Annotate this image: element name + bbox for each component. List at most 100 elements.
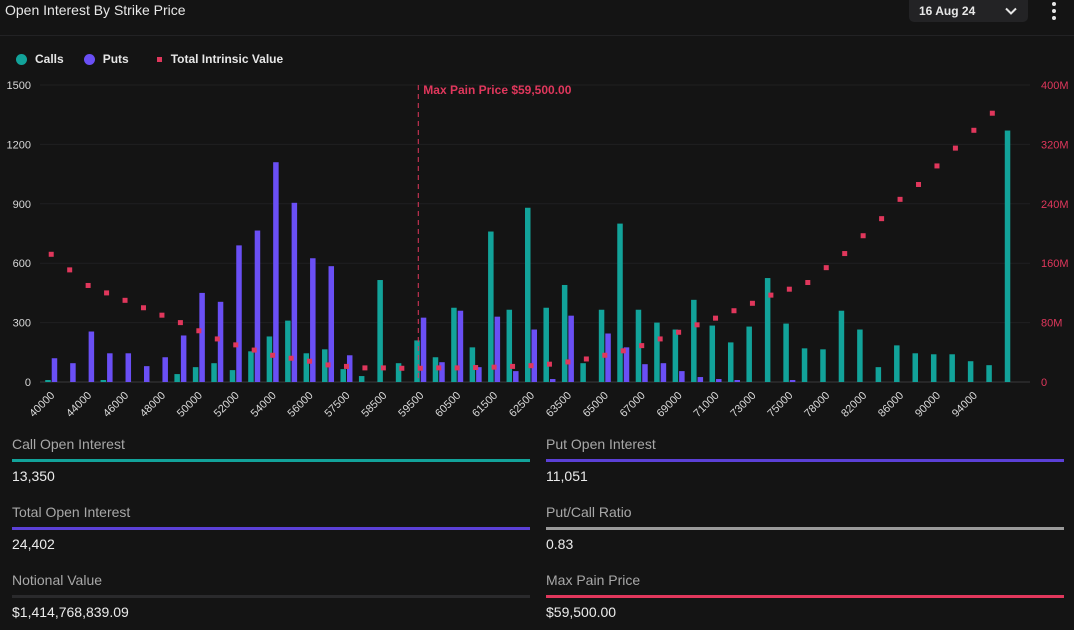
intrinsic-point [85, 282, 91, 288]
intrinsic-point [473, 365, 479, 371]
put-bar [457, 310, 464, 382]
y-tick-label: 600 [13, 258, 31, 270]
call-bar [801, 348, 808, 382]
call-bar [838, 310, 845, 382]
intrinsic-point [288, 355, 294, 361]
intrinsic-point [713, 315, 719, 321]
intrinsic-point [916, 181, 922, 187]
call-bar [654, 322, 660, 382]
stat-label: Total Open Interest [12, 504, 131, 520]
kebab-menu-icon[interactable] [1046, 1, 1062, 21]
legend-label: Total Intrinsic Value [170, 52, 284, 66]
intrinsic-point [251, 347, 257, 353]
x-tick-label: 67000 [618, 390, 648, 420]
stat-notional-value: Notional Value $1,414,768,839.09 [12, 572, 530, 620]
intrinsic-point [233, 342, 239, 348]
intrinsic-point [380, 365, 386, 371]
call-bar [875, 367, 882, 382]
intrinsic-point [104, 290, 110, 296]
header-divider [0, 35, 1074, 36]
put-bar [125, 353, 132, 382]
put-bar [107, 353, 113, 382]
intrinsic-point [417, 365, 423, 371]
max-pain-label: Max Pain Price $59,500.00 [423, 83, 571, 97]
stat-underline [12, 595, 530, 598]
intrinsic-point [196, 328, 202, 334]
call-bar [857, 329, 863, 382]
call-bar [358, 376, 365, 382]
stat-value: 11,051 [546, 468, 588, 484]
x-tick-label: 44000 [64, 390, 94, 420]
call-bar [617, 223, 623, 382]
max-pain-annotation: Max Pain Price $59,500.00 [417, 83, 572, 382]
legend-item-calls[interactable]: Calls [16, 52, 64, 66]
put-bar [199, 292, 205, 382]
y-axis-right: 0 80M 160M 240M 320M 400M [1041, 80, 1069, 389]
put-bar [162, 357, 168, 382]
intrinsic-point [583, 356, 589, 362]
call-bar [764, 278, 771, 382]
intrinsic-point [214, 336, 220, 342]
intrinsic-point [48, 251, 54, 257]
x-tick-label: 82000 [839, 390, 869, 420]
call-bar [211, 363, 217, 382]
intrinsic-point [842, 251, 848, 257]
stat-underline [546, 595, 1064, 598]
intrinsic-point [786, 286, 792, 292]
x-axis: 40000 44000 46000 48000 50000 52000 54000 56000… [27, 390, 980, 420]
put-bar [273, 162, 279, 382]
call-bar [248, 351, 254, 382]
put-bar [439, 362, 445, 382]
intrinsic-point [436, 365, 442, 371]
x-tick-label: 71000 [692, 390, 722, 420]
put-bar [642, 364, 648, 382]
legend-item-intrinsic-value[interactable]: Total Intrinsic Value [149, 52, 283, 66]
x-tick-label: 73000 [728, 390, 758, 420]
intrinsic-point [177, 320, 183, 326]
intrinsic-point [823, 265, 829, 271]
put-bar [180, 335, 187, 382]
intrinsic-point [399, 365, 405, 371]
y-axis-left: 0 300 600 900 1200 1500 [7, 80, 31, 389]
call-bar [691, 299, 697, 382]
intrinsic-point [491, 364, 497, 370]
y-tick-label: 900 [13, 199, 31, 211]
x-tick-label: 48000 [138, 390, 168, 420]
intrinsic-point [620, 348, 626, 354]
call-bar [709, 325, 716, 382]
intrinsic-point [749, 300, 755, 306]
stat-label: Notional Value [12, 572, 103, 588]
calls-marker-icon [16, 53, 27, 65]
intrinsic-point [510, 363, 516, 369]
put-bar [734, 380, 740, 382]
y-tick-label: 0 [25, 377, 31, 389]
legend-item-puts[interactable]: Puts [83, 52, 129, 66]
intrinsic-point [270, 352, 276, 358]
expiry-date-value: 16 Aug 24 [919, 4, 976, 18]
x-tick-label: 63500 [544, 390, 574, 420]
x-tick-label: 75000 [765, 390, 795, 420]
x-tick-label: 57500 [322, 390, 352, 420]
call-bar [598, 309, 605, 382]
stat-label: Put Open Interest [546, 436, 656, 452]
intrinsic-point [546, 361, 552, 367]
expiry-date-select[interactable]: 16 Aug 24 [909, 0, 1028, 22]
intrinsic-point [860, 233, 866, 239]
intrinsic-point [879, 216, 885, 222]
x-tick-label: 60500 [433, 390, 463, 420]
x-tick-label: 69000 [655, 390, 685, 420]
stat-underline [546, 459, 1064, 462]
x-tick-label: 90000 [913, 390, 943, 420]
call-bar [727, 342, 734, 382]
intrinsic-point [454, 365, 460, 371]
y-right-tick-label: 240M [1041, 199, 1069, 211]
call-bar [174, 374, 180, 382]
bars [45, 130, 1011, 382]
x-tick-label: 61500 [470, 390, 500, 420]
intrinsic-point [952, 145, 958, 151]
y-right-tick-label: 160M [1041, 258, 1069, 270]
stat-value: 13,350 [12, 468, 55, 484]
legend-label: Calls [35, 52, 64, 66]
call-bar [820, 349, 826, 382]
call-bar [303, 353, 310, 382]
